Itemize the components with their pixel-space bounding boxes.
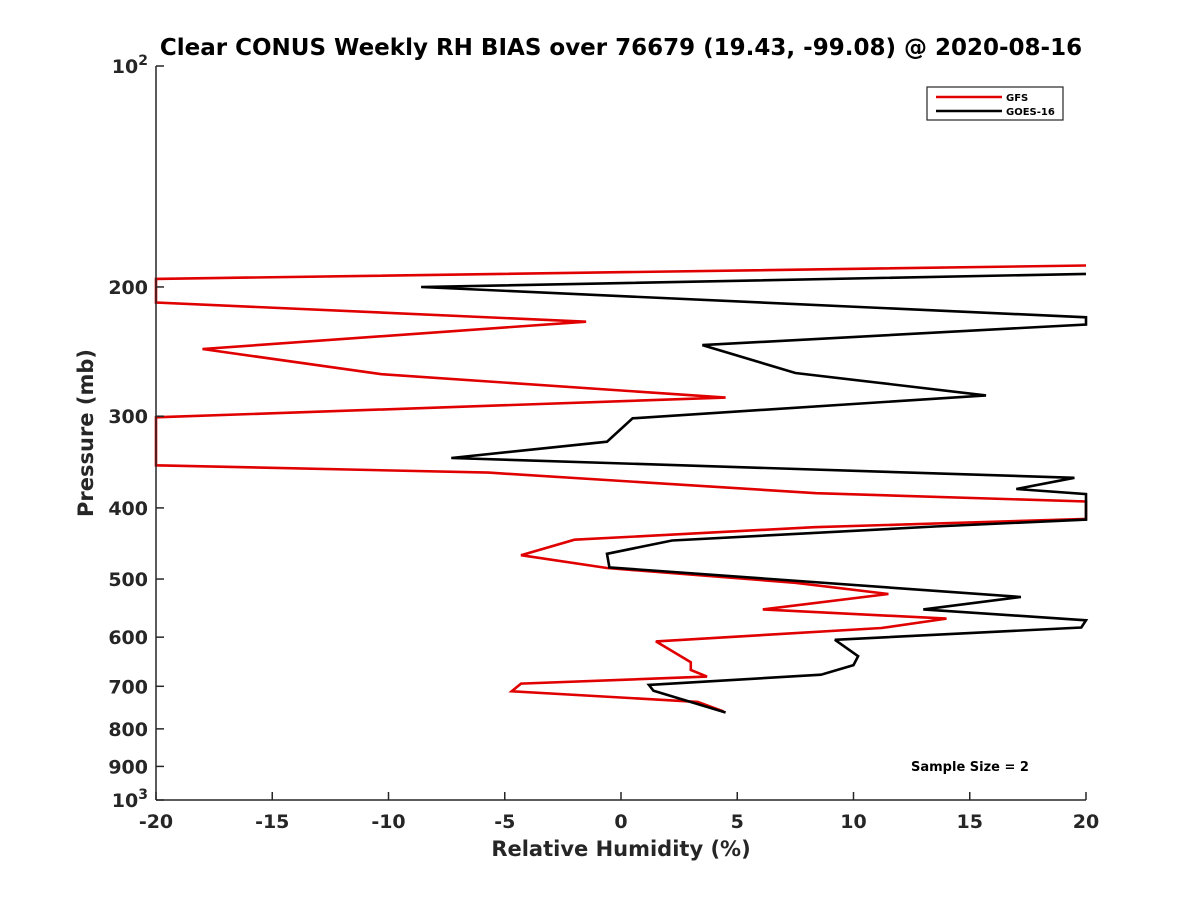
x-tick-label: -15 — [255, 811, 289, 833]
x-tick-label: -10 — [371, 811, 405, 833]
y-tick-label: 103 — [112, 787, 148, 812]
sample-size-annotation: Sample Size = 2 — [911, 760, 1029, 775]
y-axis-ticks: 200 300 400 500 600 700 800 900 102 103 — [108, 53, 164, 812]
x-tick-label: -20 — [139, 811, 173, 833]
y-tick-label: 600 — [108, 627, 148, 649]
x-tick-label: 10 — [840, 811, 866, 833]
x-tick-label: 20 — [1073, 811, 1099, 833]
y-tick-label: 102 — [112, 53, 148, 78]
y-tick-label: 500 — [108, 569, 148, 591]
series-line-goes16 — [421, 272, 1089, 714]
y-axis: 200 300 400 500 600 700 800 900 102 103 Pressure … — [74, 53, 164, 812]
y-tick-label: 700 — [108, 676, 148, 698]
x-axis-ticks: -20 -15 -10 -5 0 5 10 15 20 — [139, 792, 1099, 833]
y-axis-label: Pressure (mb) — [74, 349, 98, 517]
series-layer — [154, 264, 1089, 714]
y-tick-label: 400 — [108, 498, 148, 520]
y-tick-label: 800 — [108, 719, 148, 741]
y-tick-label: 300 — [108, 406, 148, 428]
x-tick-label: 15 — [957, 811, 983, 833]
legend-label-goes16: GOES-16 — [1006, 107, 1055, 118]
x-tick-label: -5 — [494, 811, 515, 833]
legend-label-gfs: GFS — [1006, 93, 1028, 104]
legend-box — [926, 86, 1064, 121]
x-tick-label: 0 — [614, 811, 627, 833]
chart-title: Clear CONUS Weekly RH BIAS over 76679 (1… — [160, 35, 1082, 61]
y-tick-label: 200 — [108, 277, 148, 299]
legend: GFS GOES-16 — [926, 86, 1064, 121]
x-axis: -20 -15 -10 -5 0 5 10 15 20 Relative Humidity (%… — [139, 792, 1099, 861]
y-tick-label: 900 — [108, 756, 148, 778]
x-axis-label: Relative Humidity (%) — [491, 837, 750, 861]
x-tick-label: 5 — [731, 811, 744, 833]
plot-area — [154, 264, 1089, 714]
series-line-gfs — [154, 264, 1088, 713]
